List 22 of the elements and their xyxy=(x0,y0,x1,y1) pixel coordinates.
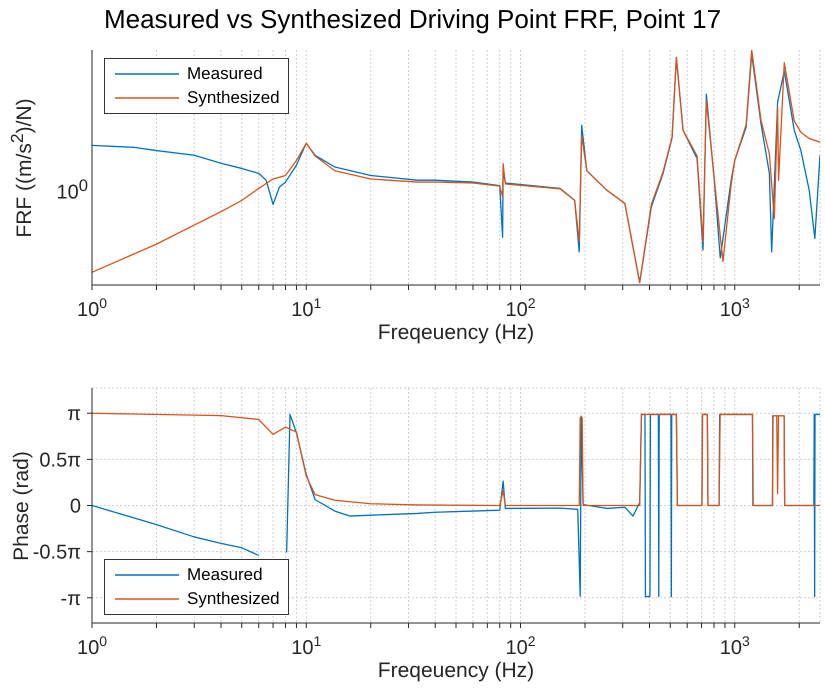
legend-label: Synthesized xyxy=(187,589,280,609)
x-tick-label: 10$^{0}$ xyxy=(76,633,108,659)
y-axis-title: Phase (rad) xyxy=(10,450,34,560)
x-tick-label: 10$^{3}$ xyxy=(720,295,750,321)
y-tick-label: 0.5π xyxy=(39,449,81,472)
x-tick-label: 10$^{2}$ xyxy=(505,633,536,659)
x-tick-label: 10$^{3}$ xyxy=(720,633,750,659)
legend-label: Measured xyxy=(187,565,263,585)
legend-label: Synthesized xyxy=(187,88,280,108)
y-tick-label: 0 xyxy=(70,496,81,518)
chart-title: Measured vs Synthesized Driving Point FRF, Point 17 xyxy=(102,4,722,35)
y-tick-label: π xyxy=(67,403,81,426)
x-tick-label: 10$^{0}$ xyxy=(76,295,108,321)
x-axis-title: Freqeuency (Hz) xyxy=(376,321,536,345)
y-tick-label: -0.5π xyxy=(32,542,81,564)
x-tick-label: 10$^{1}$ xyxy=(291,633,322,659)
x-tick-label: 10$^{1}$ xyxy=(291,295,322,321)
y-tick-label: -π xyxy=(60,588,81,610)
x-tick-label: 10$^{2}$ xyxy=(505,295,536,321)
x-axis-title: Freqeuency (Hz) xyxy=(376,659,536,683)
legend-label: Measured xyxy=(187,64,263,84)
text: 10$^{0}$ xyxy=(56,176,88,205)
